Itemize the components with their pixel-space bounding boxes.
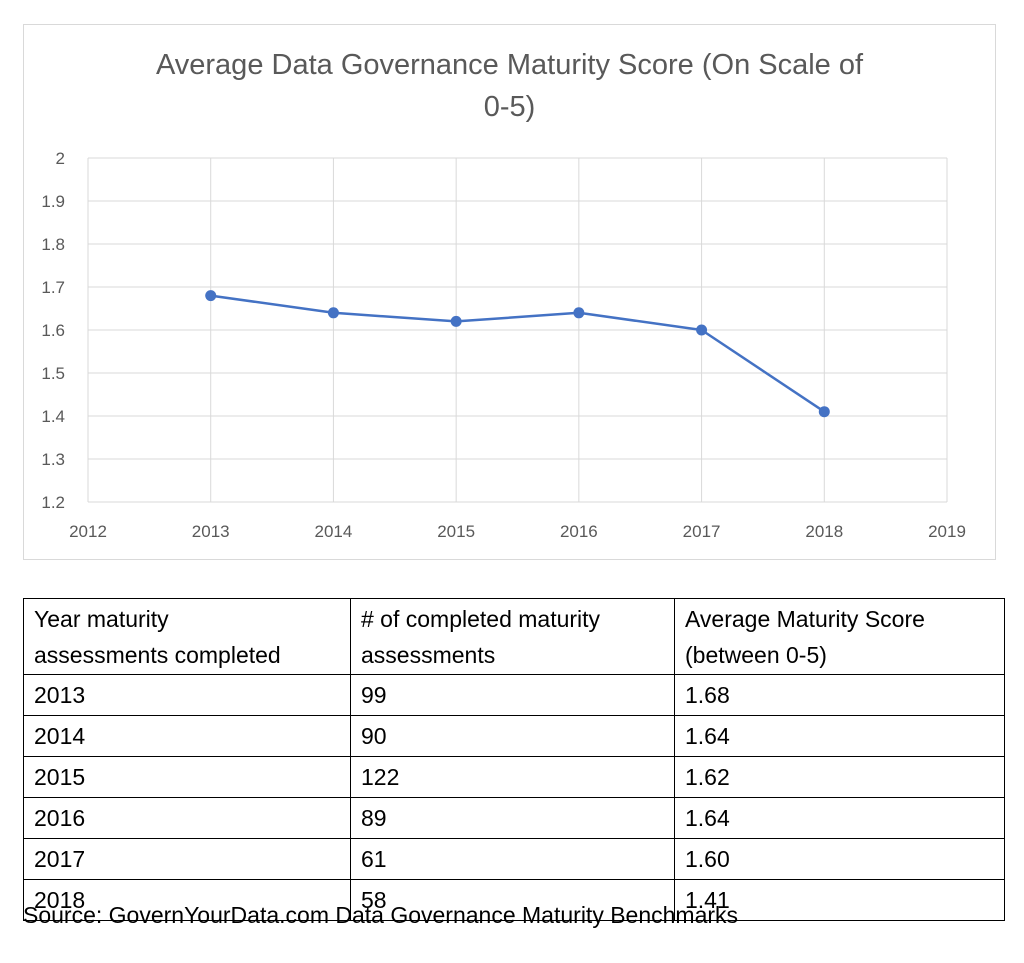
data-point	[818, 406, 830, 418]
cell-score: 1.64	[674, 797, 1005, 839]
chart-title-line-2: 0-5)	[483, 91, 536, 123]
y-tick-label: 1.9	[41, 192, 65, 211]
cell-year: 2016	[23, 797, 351, 839]
x-tick-label: 2017	[683, 522, 721, 541]
cell-count: 61	[350, 838, 675, 880]
x-tick-label: 2019	[928, 522, 966, 541]
chart-title-line-1: Average Data Governance Maturity Score (…	[155, 49, 864, 81]
y-tick-label: 1.7	[41, 278, 65, 297]
cell-year: 2017	[23, 838, 351, 880]
table-header-row: Year maturity assessments completed # of…	[23, 598, 1005, 675]
source-note: Source: GovernYourData.com Data Governan…	[23, 902, 739, 928]
data-point	[696, 324, 708, 336]
x-tick-label: 2013	[192, 522, 230, 541]
table-row: 2016 89 1.64	[23, 797, 1005, 839]
header-count-line-2: assessments	[361, 642, 496, 668]
y-tick-label: 1.5	[41, 364, 65, 383]
header-count: # of completed maturity assessments	[350, 598, 675, 675]
cell-count: 122	[350, 756, 675, 798]
y-tick-label: 1.8	[41, 235, 65, 254]
cell-score: 1.64	[674, 715, 1005, 757]
header-score-line-1: Average Maturity Score	[685, 606, 925, 632]
x-tick-label: 2014	[315, 522, 353, 541]
cell-year: 2013	[23, 674, 351, 716]
cell-count: 99	[350, 674, 675, 716]
header-score-line-2: (between 0-5)	[685, 642, 827, 668]
data-point	[573, 307, 585, 319]
data-table: Year maturity assessments completed # of…	[23, 598, 1005, 921]
table-row: 2014 90 1.64	[23, 715, 1005, 757]
cell-score: 1.41	[674, 879, 1005, 921]
table-row: 2015 122 1.62	[23, 756, 1005, 798]
x-tick-label: 2012	[69, 522, 107, 541]
table-row: 2018 58 1.41	[23, 879, 1005, 921]
chart-title: Average Data Governance Maturity Score (…	[23, 44, 996, 128]
data-point	[205, 290, 217, 302]
x-tick-label: 2016	[560, 522, 598, 541]
y-tick-label: 2	[56, 149, 65, 168]
y-tick-label: 1.4	[41, 407, 65, 426]
cell-year: 2014	[23, 715, 351, 757]
data-point	[327, 307, 339, 319]
chart-frame	[23, 24, 996, 560]
cell-count: 90	[350, 715, 675, 757]
y-tick-label: 1.6	[41, 321, 65, 340]
cell-score: 1.62	[674, 756, 1005, 798]
cell-year: 2018	[23, 879, 351, 921]
x-tick-label: 2018	[805, 522, 843, 541]
data-point	[450, 315, 462, 327]
line-chart: 1.2 1.3 1.4 1.5 1.6 1.7 1.8 1.9 2 2012 2013 2014 201…	[41, 149, 966, 541]
y-tick-label: 1.3	[41, 450, 65, 469]
header-year-line-2: assessments completed	[34, 642, 281, 668]
table-row: 2017 61 1.60	[23, 838, 1005, 880]
header-count-line-1: # of completed maturity	[361, 606, 601, 632]
cell-year: 2015	[23, 756, 351, 798]
cell-count: 58	[350, 879, 675, 921]
header-year-line-1: Year maturity	[34, 606, 169, 632]
cell-score: 1.60	[674, 838, 1005, 880]
y-tick-label: 1.2	[41, 493, 65, 512]
series-line	[210, 294, 825, 413]
cell-count: 89	[350, 797, 675, 839]
table-row: 2013 99 1.68	[23, 674, 1005, 716]
cell-score: 1.68	[674, 674, 1005, 716]
x-tick-label: 2015	[437, 522, 475, 541]
header-score: Average Maturity Score (between 0-5)	[674, 598, 1005, 675]
header-year: Year maturity assessments completed	[23, 598, 351, 675]
